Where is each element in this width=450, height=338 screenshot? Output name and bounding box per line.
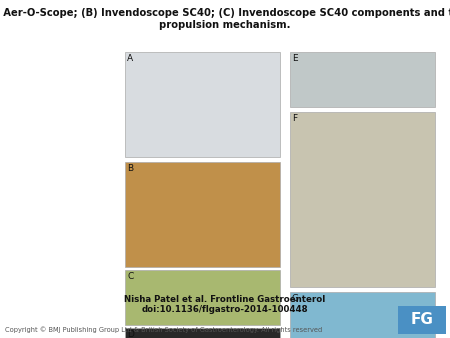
Bar bbox=[290, 52, 435, 107]
Text: Nisha Patel et al. Frontline Gastroenterol: Nisha Patel et al. Frontline Gastroenter… bbox=[124, 295, 326, 305]
Bar bbox=[125, 52, 280, 157]
Text: A: A bbox=[127, 54, 133, 63]
Bar bbox=[125, 328, 280, 338]
Text: B: B bbox=[127, 164, 133, 173]
Text: G: G bbox=[292, 294, 299, 303]
Text: doi:10.1136/flgastro-2014-100448: doi:10.1136/flgastro-2014-100448 bbox=[142, 306, 308, 314]
Text: E: E bbox=[292, 54, 297, 63]
Text: D: D bbox=[127, 330, 134, 338]
Text: F: F bbox=[292, 114, 297, 123]
Bar bbox=[290, 112, 435, 287]
Text: (A) Aer-O-Scope; (B) Invendoscope SC40; (C) Invendoscope SC40 components and the: (A) Aer-O-Scope; (B) Invendoscope SC40; … bbox=[0, 8, 450, 18]
Bar bbox=[290, 292, 435, 338]
Text: propulsion mechanism.: propulsion mechanism. bbox=[159, 20, 291, 30]
Bar bbox=[398, 306, 446, 334]
Bar bbox=[125, 270, 280, 325]
Text: Copyright © BMJ Publishing Group Ltd & British Society of Gastroenterology. All : Copyright © BMJ Publishing Group Ltd & B… bbox=[5, 327, 322, 333]
Bar bbox=[125, 162, 280, 267]
Text: FG: FG bbox=[410, 313, 433, 328]
Text: C: C bbox=[127, 272, 133, 281]
